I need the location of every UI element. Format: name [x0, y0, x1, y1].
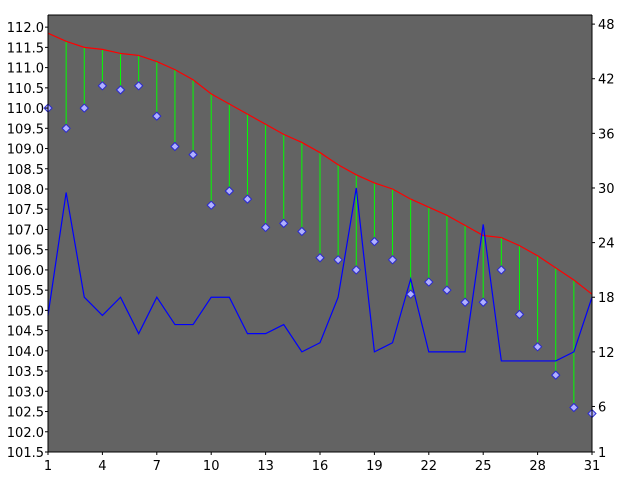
left-tick-label: 111.5	[7, 41, 44, 56]
x-tick-label: 1	[44, 459, 52, 474]
right-tick-label: 30	[598, 182, 615, 197]
diamond-marker	[387, 255, 398, 265]
left-tick-label: 108.5	[7, 163, 44, 178]
diamond-marker	[61, 123, 71, 134]
left-tick-label: 102.5	[7, 406, 44, 421]
right-tick-label: 12	[598, 346, 615, 361]
left-tick-label: 107.0	[7, 223, 44, 238]
right-tick-label: 18	[598, 291, 615, 306]
right-tick-label: 36	[598, 127, 615, 142]
x-tick-label: 22	[421, 459, 438, 474]
diamond-marker	[333, 255, 343, 265]
x-tick-label: 19	[366, 459, 383, 474]
left-tick-label: 104.5	[7, 325, 44, 340]
diamond-marker	[297, 226, 307, 237]
x-axis: 1 4 7 10 13 16 19 22 25 28 31	[44, 452, 600, 474]
x-tick-label: 28	[529, 459, 546, 474]
x-tick-label: 10	[203, 459, 220, 474]
left-tick-label: 109.5	[7, 122, 44, 137]
left-tick-label: 110.5	[7, 82, 44, 97]
left-tick-label: 107.5	[7, 203, 44, 218]
left-tick-label: 105.0	[7, 304, 44, 319]
left-tick-label: 112.0	[7, 21, 44, 36]
left-tick-label: 104.0	[7, 345, 44, 360]
left-tick-label: 105.5	[7, 284, 44, 299]
left-y-axis: 101.5 102.0 102.5 103.0 103.5 104.0 104.5 105.0…	[7, 21, 48, 461]
right-tick-label: 24	[598, 237, 615, 252]
diamond-marker	[478, 297, 488, 307]
diamond-marker	[206, 200, 216, 210]
x-tick-label: 4	[98, 459, 106, 474]
diamond-marker	[79, 103, 89, 113]
right-y-axis: 1 6 12 18 24 30 36 42 48	[592, 18, 615, 461]
right-tick-label: 1	[598, 446, 606, 461]
left-tick-label: 106.5	[7, 244, 44, 259]
diamond-marker	[351, 265, 361, 275]
stem-lines	[47, 33, 593, 414]
x-tick-label: 25	[475, 459, 492, 474]
right-tick-label: 48	[598, 18, 615, 33]
left-tick-label: 111.0	[7, 62, 44, 77]
diamond-marker	[551, 370, 561, 380]
series-line-blue	[47, 187, 593, 362]
diamond-marker	[514, 309, 525, 320]
point-markers	[43, 81, 597, 419]
diamond-marker	[569, 402, 579, 413]
diamond-marker	[224, 186, 235, 196]
diamond-marker	[260, 222, 271, 233]
left-tick-label: 108.0	[7, 183, 44, 198]
left-tick-label: 106.0	[7, 264, 44, 279]
right-tick-label: 42	[598, 73, 615, 88]
x-tick-label: 31	[584, 459, 601, 474]
left-tick-label: 101.5	[7, 446, 44, 461]
x-tick-label: 16	[312, 459, 329, 474]
left-tick-label: 109.0	[7, 143, 44, 158]
diamond-marker	[532, 342, 543, 352]
diamond-marker	[405, 289, 416, 299]
diamond-marker	[170, 141, 180, 152]
diamond-marker	[442, 285, 452, 295]
diamond-marker	[460, 297, 470, 307]
diamond-marker	[188, 149, 198, 160]
right-tick-label: 6	[598, 400, 606, 415]
series-lines	[47, 32, 593, 362]
diamond-marker	[115, 85, 126, 95]
diamond-marker	[315, 253, 325, 263]
x-tick-label: 7	[153, 459, 161, 474]
left-tick-label: 110.0	[7, 102, 44, 117]
diamond-marker	[242, 194, 253, 204]
diamond-marker	[133, 81, 144, 91]
diamond-marker	[424, 277, 434, 287]
left-tick-label: 102.0	[7, 426, 44, 441]
diamond-marker	[369, 236, 380, 247]
left-tick-label: 103.0	[7, 385, 44, 400]
diamond-marker	[152, 111, 162, 121]
diamond-marker	[496, 265, 507, 275]
series-line-red	[47, 32, 593, 295]
x-tick-label: 13	[257, 459, 274, 474]
diamond-marker	[279, 218, 289, 229]
left-tick-label: 103.5	[7, 365, 44, 380]
diamond-marker	[97, 81, 108, 91]
